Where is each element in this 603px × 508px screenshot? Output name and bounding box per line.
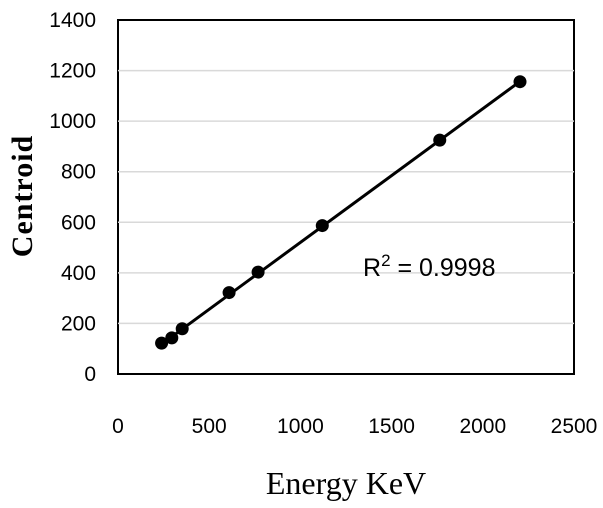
data-point [513,75,527,89]
plot-area [117,19,575,375]
y-tick-label: 0 [84,363,96,386]
x-tick-labels: 0 500 1000 1500 2000 2500 [112,415,597,438]
y-tick-label: 600 [61,211,96,234]
data-point [165,331,179,345]
r-squared-prefix: R [363,254,381,282]
trendline [160,80,521,346]
x-tick-label: 500 [192,415,227,438]
y-tick-label: 400 [61,262,96,285]
data-points [155,75,527,350]
y-tick-label: 1400 [49,9,96,32]
r-squared-annotation: R2 = 0.9998 [363,251,496,282]
y-tick-label: 200 [61,312,96,335]
y-tick-label: 1200 [49,60,96,83]
y-axis-label: Centroid [6,135,39,257]
data-point [251,265,265,279]
data-point [433,133,447,147]
x-tick-label: 1000 [277,415,324,438]
data-point [155,336,169,350]
x-axis-label: Energy KeV [266,465,426,501]
x-tick-label: 1500 [368,415,415,438]
x-tick-label: 2500 [551,415,598,438]
gridlines [118,69,574,325]
data-point [175,322,189,336]
trendline-group [160,80,521,346]
x-tick-label: 0 [112,415,124,438]
y-tick-label: 800 [61,161,96,184]
data-point [222,286,236,300]
r-squared-superscript: 2 [381,251,390,270]
y-tick-labels: 0 200 400 600 800 1000 1200 1400 [49,9,96,386]
y-tick-label: 1000 [49,110,96,133]
r-squared-value: = 0.9998 [391,254,496,282]
data-point [315,219,329,233]
x-tick-label: 2000 [459,415,506,438]
